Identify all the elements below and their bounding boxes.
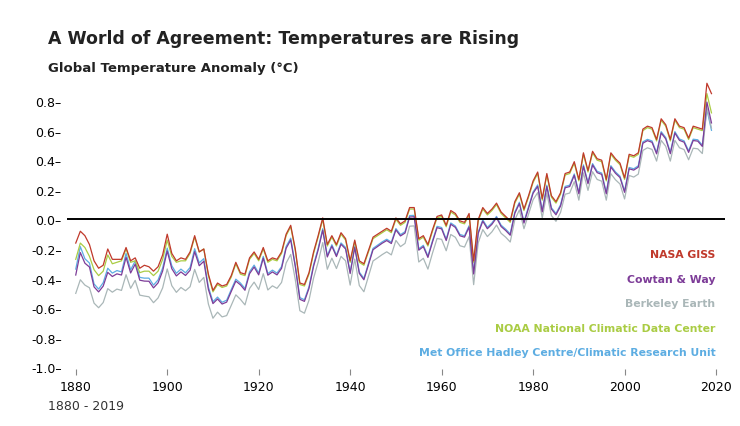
Text: NOAA National Climatic Data Center: NOAA National Climatic Data Center [495, 323, 716, 333]
Text: Global Temperature Anomaly (°C): Global Temperature Anomaly (°C) [48, 62, 299, 75]
Text: NASA GISS: NASA GISS [650, 250, 716, 259]
Text: Berkeley Earth: Berkeley Earth [625, 299, 716, 308]
Text: 1880 - 2019: 1880 - 2019 [48, 399, 124, 412]
Text: Cowtan & Way: Cowtan & Way [627, 274, 716, 284]
Text: A World of Agreement: Temperatures are Rising: A World of Agreement: Temperatures are R… [48, 30, 519, 48]
Text: Met Office Hadley Centre/Climatic Research Unit: Met Office Hadley Centre/Climatic Resear… [419, 348, 716, 357]
